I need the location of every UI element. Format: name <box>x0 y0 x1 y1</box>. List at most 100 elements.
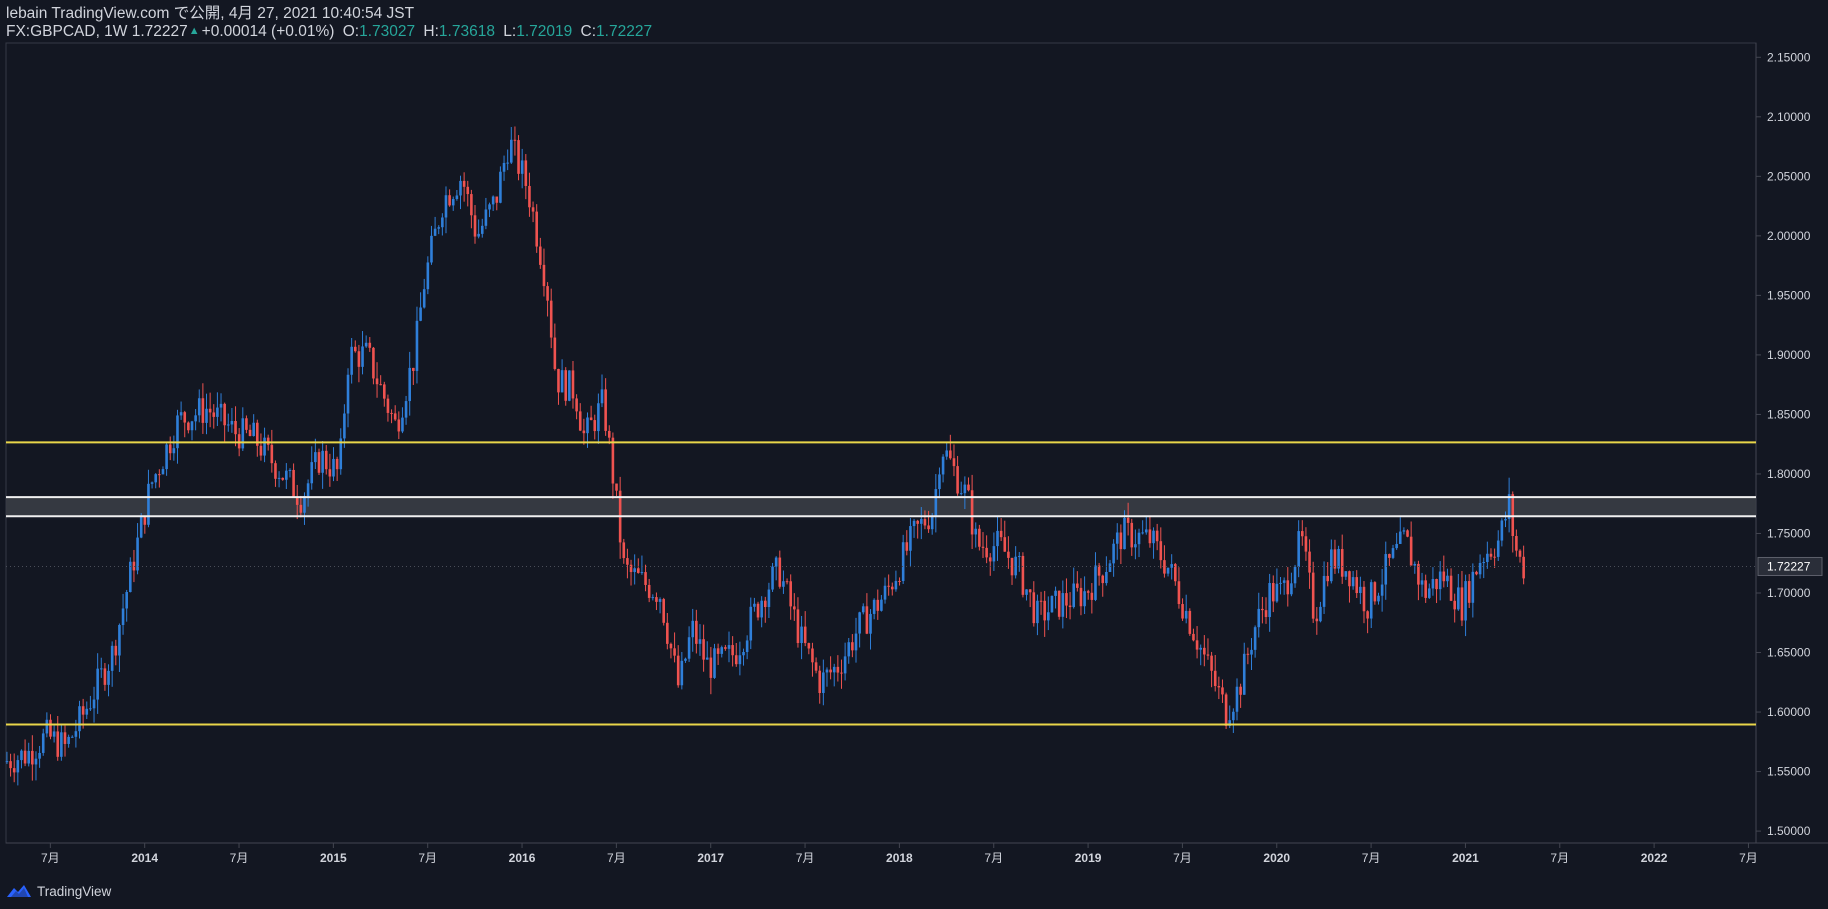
candle-body <box>1355 577 1359 594</box>
candle-body <box>499 171 502 203</box>
candle-body <box>1152 530 1155 544</box>
candle-body <box>143 515 147 525</box>
candle-body <box>1224 694 1228 726</box>
candle-body <box>981 546 985 548</box>
candle-body <box>379 384 382 386</box>
candle-body <box>401 417 404 432</box>
close-label: C: <box>580 23 597 40</box>
candle-body <box>20 750 23 761</box>
candle-body <box>441 217 444 228</box>
candle-body <box>684 658 687 661</box>
candle-body <box>615 483 618 491</box>
candle-body <box>466 186 470 195</box>
candle-body <box>1348 571 1351 587</box>
candle-body <box>1464 581 1467 621</box>
candle-body <box>110 645 114 671</box>
candle-body <box>967 484 970 491</box>
candle-body <box>1261 608 1264 611</box>
candle-body <box>1072 583 1076 608</box>
candle-body <box>1047 612 1050 621</box>
candle-body <box>60 732 63 757</box>
candle-body <box>1007 551 1010 558</box>
candle-body <box>876 599 880 611</box>
candle-body <box>1246 653 1250 655</box>
candle-body <box>1203 647 1206 655</box>
candle-body <box>509 139 513 163</box>
candle-body <box>1206 654 1210 656</box>
candle-body <box>168 444 172 454</box>
candle-body <box>800 626 803 644</box>
price-tick-label: 1.80000 <box>1767 467 1811 481</box>
candle-body <box>666 622 669 644</box>
candle-body <box>1105 571 1108 584</box>
candle-body <box>412 367 415 371</box>
candle-body <box>633 568 636 573</box>
candle-body <box>1471 571 1475 603</box>
candle-body <box>760 600 763 618</box>
candle-body <box>1304 536 1308 552</box>
candle-body <box>774 557 778 567</box>
candle-body <box>419 307 422 321</box>
candle-body <box>1435 579 1438 590</box>
candle-body <box>927 525 930 530</box>
candle-body <box>716 648 720 654</box>
candle-body <box>161 469 165 475</box>
price-tick-label: 2.00000 <box>1767 229 1811 243</box>
candle-body <box>216 407 219 417</box>
candle-body <box>197 398 201 416</box>
candle-body <box>303 496 306 513</box>
candle-body <box>85 708 89 715</box>
candle-body <box>237 434 241 449</box>
time-tick-label: 2020 <box>1263 851 1290 865</box>
candle-body <box>1097 565 1101 576</box>
candle-body <box>1130 522 1134 548</box>
candle-body <box>234 421 237 435</box>
candle-body <box>1126 517 1130 523</box>
candle-body <box>1123 517 1126 550</box>
candle-body <box>448 195 451 206</box>
candle-body <box>811 648 814 663</box>
candle-body <box>306 483 310 497</box>
candle-body <box>317 452 321 473</box>
candle-body <box>433 228 437 236</box>
candle-body <box>1137 532 1141 545</box>
candle-body <box>67 736 70 744</box>
candle-body <box>597 403 600 432</box>
last-price: 1.72227 <box>131 23 188 40</box>
candle-body <box>974 528 978 535</box>
candle-body <box>201 398 205 423</box>
candle-body <box>136 537 139 571</box>
candle-body <box>1050 595 1054 613</box>
candle-body <box>1065 593 1068 606</box>
resistance-zone <box>6 497 1756 517</box>
candle-body <box>771 566 774 590</box>
candle-body <box>513 139 517 141</box>
candle-body <box>1438 571 1442 590</box>
candle-body <box>408 367 412 402</box>
chart-header-publish-line: lebain TradingView.com で公開, 4月 27, 2021 … <box>6 5 414 23</box>
candle-body <box>393 413 397 420</box>
candle-body <box>724 647 727 649</box>
current-price-label: 1.72227 <box>1767 559 1811 573</box>
candle-body <box>822 672 825 693</box>
candle-body <box>909 526 912 551</box>
time-tick-label: 2016 <box>509 851 536 865</box>
candle-body <box>887 585 890 587</box>
symbol-label[interactable]: FX:GBPCAD, 1W <box>6 23 128 40</box>
candle-body <box>473 215 477 237</box>
candle-body <box>41 733 45 753</box>
candle-body <box>1486 553 1489 563</box>
candle-body <box>1275 583 1279 602</box>
candle-body <box>1094 565 1097 600</box>
candle-body <box>121 608 125 625</box>
candle-body <box>132 561 136 571</box>
candle-body <box>270 444 274 464</box>
candle-body <box>549 300 553 338</box>
tradingview-logo[interactable]: TradingView <box>6 881 111 901</box>
candle-body <box>1101 575 1105 584</box>
candle-body <box>836 666 840 673</box>
candle-body <box>158 474 161 476</box>
candle-body <box>1326 575 1329 582</box>
candle-body <box>890 586 894 590</box>
